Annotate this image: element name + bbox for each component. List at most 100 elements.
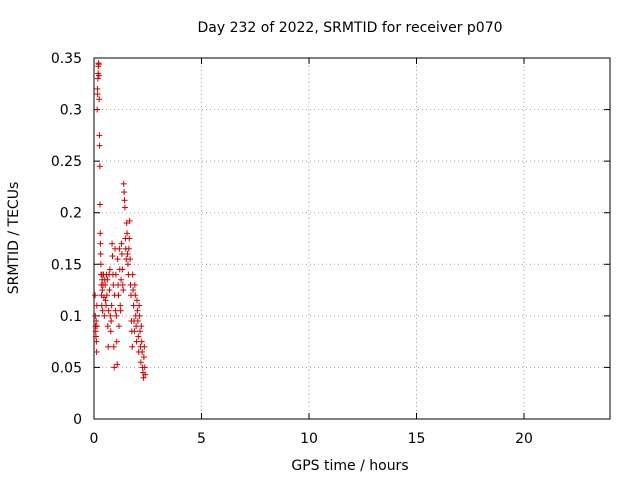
- data-point: [97, 240, 104, 247]
- y-tick-label: 0.1: [60, 309, 82, 325]
- y-tick-label: 0.15: [51, 257, 82, 273]
- data-point: [114, 256, 121, 263]
- data-point: [94, 75, 101, 82]
- chart-title: Day 232 of 2022, SRMTID for receiver p07…: [197, 20, 502, 36]
- data-point: [134, 307, 141, 314]
- data-point: [104, 323, 111, 330]
- data-point: [118, 250, 125, 257]
- y-tick-label: 0.3: [60, 103, 82, 119]
- data-point: [103, 292, 110, 299]
- data-point: [115, 292, 122, 299]
- y-tick-label: 0.25: [51, 154, 82, 170]
- data-point: [106, 287, 113, 294]
- data-point: [107, 312, 114, 319]
- data-point: [109, 253, 116, 260]
- data-point: [132, 292, 139, 299]
- data-point: [96, 142, 103, 149]
- x-axis-label: GPS time / hours: [291, 458, 408, 474]
- y-tick-label: 0: [73, 412, 82, 428]
- y-tick-label: 0.35: [51, 51, 82, 67]
- data-point: [138, 338, 145, 345]
- data-point: [97, 250, 104, 257]
- data-point: [141, 364, 148, 371]
- data-point: [115, 323, 122, 330]
- data-point: [142, 371, 149, 378]
- data-point: [125, 245, 132, 252]
- data-point: [130, 302, 137, 309]
- data-point: [114, 361, 121, 368]
- data-point: [112, 307, 119, 314]
- data-point: [96, 163, 103, 170]
- data-point: [95, 61, 102, 68]
- data-point: [124, 261, 131, 268]
- data-point: [116, 245, 123, 252]
- data-point: [134, 318, 141, 325]
- data-point: [92, 292, 99, 299]
- data-point: [108, 302, 115, 309]
- data-point: [131, 328, 138, 335]
- data-point: [97, 261, 104, 268]
- y-axis-label: SRMTID / TECUs: [6, 182, 22, 295]
- data-point: [124, 250, 131, 257]
- data-point: [96, 96, 103, 103]
- data-point: [107, 328, 114, 335]
- data-point: [137, 359, 144, 366]
- data-point: [121, 204, 128, 211]
- data-point: [131, 281, 138, 288]
- data-point: [129, 343, 136, 350]
- data-point: [97, 230, 104, 237]
- data-point: [140, 374, 147, 381]
- data-point: [123, 220, 130, 227]
- data-point: [100, 294, 107, 301]
- data-point: [133, 323, 140, 330]
- x-tick-labels: 0 5 10 15 20: [90, 431, 533, 447]
- data-point: [92, 312, 99, 319]
- data-point: [129, 271, 136, 278]
- data-point: [105, 343, 112, 350]
- data-point: [109, 240, 116, 247]
- grid-lines: [94, 58, 610, 419]
- data-point: [113, 338, 120, 345]
- data-point: [136, 312, 143, 319]
- data-point: [94, 91, 101, 98]
- y-tick-label: 0.05: [51, 360, 82, 376]
- data-point: [102, 297, 109, 304]
- data-point: [119, 281, 126, 288]
- data-point: [94, 323, 101, 330]
- y-tick-label: 0.2: [60, 206, 82, 222]
- data-point: [137, 328, 144, 335]
- x-tick-label: 15: [408, 431, 426, 447]
- data-point: [119, 266, 126, 273]
- data-points: [92, 60, 149, 381]
- data-point: [118, 240, 125, 247]
- data-point: [124, 230, 131, 237]
- data-point: [95, 72, 102, 79]
- data-point: [111, 364, 118, 371]
- data-point: [136, 302, 143, 309]
- data-point: [141, 343, 148, 350]
- data-point: [135, 333, 142, 340]
- data-point: [133, 338, 140, 345]
- data-point: [118, 276, 125, 283]
- data-point: [134, 297, 140, 304]
- data-point: [94, 85, 101, 92]
- x-tick-label: 20: [515, 431, 533, 447]
- y-tick-labels: 0 0.05 0.1 0.15 0.2 0.25 0.3 0.35: [51, 51, 82, 428]
- data-point: [96, 132, 103, 139]
- data-point: [104, 276, 111, 283]
- data-point: [106, 266, 113, 273]
- data-point: [120, 287, 127, 294]
- data-point: [94, 106, 101, 113]
- plot-frame: [93, 57, 611, 420]
- x-tick-label: 10: [300, 431, 318, 447]
- data-point: [127, 256, 134, 263]
- data-point: [110, 343, 117, 350]
- tick-marks: [93, 57, 610, 420]
- data-point: [93, 318, 100, 325]
- data-point: [101, 312, 108, 319]
- data-point: [130, 287, 137, 294]
- data-point: [120, 180, 127, 187]
- data-point: [105, 307, 112, 314]
- data-point: [112, 271, 119, 278]
